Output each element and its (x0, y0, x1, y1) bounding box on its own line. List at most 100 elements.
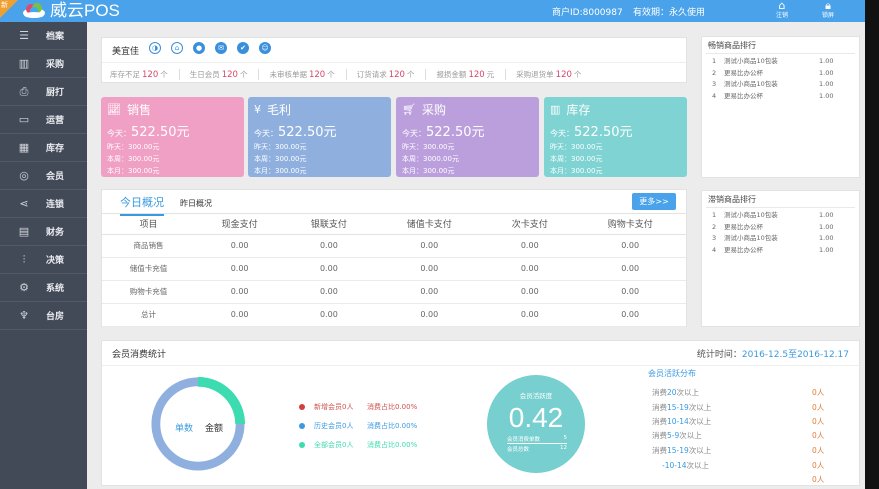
more-button[interactable]: 更多>> (632, 193, 676, 210)
sidebar-item-chain[interactable]: ⋖ 连锁 (0, 190, 87, 218)
yesterday-value: 昨天：300.00元 (254, 143, 307, 151)
list-item[interactable]: 2 更易比办公杯 1.00 (712, 222, 849, 234)
activity-row-value: 12 (560, 445, 567, 451)
sidebar-item-archive[interactable]: ☰ 档案 (0, 22, 87, 50)
logout-icon: ⌂ (778, 0, 786, 12)
new-ribbon: 新 (0, 0, 18, 18)
stat-birthday-members[interactable]: 生日会员 120 个 (190, 69, 260, 80)
sidebar-item-purchase[interactable]: ▥ 采购 (0, 50, 87, 78)
mail-icon[interactable]: ✉ (215, 42, 227, 54)
rank: 3 (712, 234, 717, 242)
dist-range: 15-19 (667, 446, 689, 455)
coins-icon: ¥ (254, 102, 261, 116)
dist-value: 0人 (812, 403, 825, 412)
donut-label-amount[interactable]: 金额 (205, 424, 224, 434)
logout-button[interactable]: ⌂ 注销 (770, 0, 794, 22)
product-name: 更易比办公杯 (724, 222, 763, 231)
divider (706, 207, 855, 208)
card-title: 采购 (421, 102, 446, 117)
alipay-icon[interactable]: ☺ (259, 42, 271, 54)
new-ribbon-label: 新 (1, 1, 8, 9)
rank: 1 (712, 211, 717, 219)
check-icon[interactable]: ✔ (237, 42, 249, 54)
card-title: 毛利 (267, 102, 292, 117)
product-name: 测试小商品10包装 (724, 211, 778, 219)
member-donut-chart (151, 376, 246, 471)
legend-item-new: 新增会员0人 消费占比0.00% (299, 397, 417, 416)
tab-today[interactable]: 今日概况 (120, 194, 164, 216)
dist-suffix: 次以上 (688, 403, 712, 412)
stat-order-requests[interactable]: 订货请求 120 个 (357, 69, 427, 80)
pie-icon[interactable]: ◑ (149, 42, 161, 54)
sidebar-item-operations[interactable]: ▭ 运营 (0, 106, 87, 134)
logout-label: 注销 (775, 12, 788, 19)
inventory-icon: ▦ (18, 141, 30, 154)
brand-title: 威云POS (50, 1, 120, 20)
tab-yesterday[interactable]: 昨日概况 (180, 199, 212, 208)
product-value: 1.00 (819, 245, 834, 254)
sidebar-item-decisions[interactable]: ⫶ 决策 (0, 246, 87, 274)
inventory-card[interactable]: ▥ 库存 今天：522.50元 昨天：300.00元 本周：300.00元 本月：… (544, 97, 687, 177)
sidebar-item-label: 财务 (46, 228, 65, 238)
product-value: 1.00 (819, 57, 834, 65)
shop-icon[interactable]: ⌂ (171, 42, 183, 54)
sidebar-item-system[interactable]: ⚙ 系统 (0, 274, 87, 302)
cell: 0.00 (284, 280, 374, 304)
cell: 0.00 (194, 303, 285, 327)
cell: 0.00 (574, 303, 686, 327)
panel-title: 会员消费统计 (112, 350, 167, 360)
activity-row-value: 5 (563, 435, 568, 441)
divider (102, 365, 859, 366)
card-title: 销售 (126, 102, 151, 117)
list-item[interactable]: 4 更易比办公杯 1.00 (712, 245, 849, 257)
list-item[interactable]: 3 测试小商品10包装 1.00 (712, 233, 849, 245)
product-name: 更易比办公杯 (724, 245, 763, 254)
sidebar-item-finance[interactable]: ▤ 财务 (0, 218, 87, 246)
product-value: 1.00 (819, 68, 834, 77)
sidebar-item-tables[interactable]: ♆ 台房 (0, 302, 87, 330)
main-content: 美宜佳 ◑ ⌂ ● ✉ ✔ ☺ 库存不足 120 个 生日会员 120 个 未审核单据 1… (87, 22, 865, 489)
product-value: 1.00 (819, 234, 834, 242)
distribution-item: 消费5-9次以上 0人 (652, 430, 832, 441)
sidebar-item-members[interactable]: ◎ 会员 (0, 162, 87, 190)
sidebar-item-inventory[interactable]: ▦ 库存 (0, 134, 87, 162)
dist-value: 0人 (812, 461, 825, 470)
stat-purchase-returns[interactable]: 采购退货单 120 个 (516, 69, 592, 80)
stat-label: 报损金额 (436, 70, 467, 79)
stat-loss-amount[interactable]: 报损金额 120 元 (436, 69, 507, 80)
dist-suffix: 次以上 (686, 461, 710, 470)
dist-suffix: 次以上 (679, 431, 702, 440)
product-name: 更易比办公杯 (724, 91, 763, 100)
slow-sellers-panel: 滞销商品排行 1 测试小商品10包装 1.00 2 更易比办公杯 1.00 3 测试小商品… (701, 190, 860, 327)
list-item[interactable]: 4 更易比办公杯 1.00 (712, 91, 849, 103)
sidebar-item-label: 会员 (46, 172, 65, 182)
activity-row-label: 会员消费单数 (507, 437, 541, 443)
today-label: 今天： (107, 129, 131, 138)
sidebar-item-kitchen-print[interactable]: ⎙ 厨打 (0, 78, 87, 106)
social-icons: ◑ ⌂ ● ✉ ✔ ☺ (149, 42, 271, 54)
legend-ratio: 消费占比0.00% (367, 421, 418, 430)
panel-title: 滞销商品排行 (708, 195, 756, 204)
sales-card[interactable]: 📈︎ 销售 今天：522.50元 昨天：300.00元 本周：300.00元 本月… (101, 97, 244, 177)
lock-screen-button[interactable]: 🔒︎ 锁屏 (816, 0, 840, 22)
list-item[interactable]: 2 更易比办公杯 1.00 (712, 68, 849, 80)
stat-unreviewed-docs[interactable]: 未审核单据 120 个 (269, 69, 347, 80)
purchase-card[interactable]: 🛒︎ 采购 今天：522.50元 昨天：300.00元 本周：3000.00元 本… (396, 97, 539, 177)
cart-icon: 🛒︎ (402, 102, 416, 116)
stat-low-stock[interactable]: 库存不足 120 个 (110, 69, 180, 80)
distribution-item: 0人 (652, 474, 832, 485)
activity-value: 0.42 (508, 402, 564, 433)
list-item[interactable]: 1 测试小商品10包装 1.00 (712, 210, 849, 222)
list-item[interactable]: 3 测试小商品10包装 1.00 (712, 79, 849, 91)
user-icon: ◎ (19, 169, 29, 182)
profit-card[interactable]: ¥ 毛利 今天：522.50元 昨天：300.00元 本周：300.00元 本月：… (248, 97, 391, 177)
list-item[interactable]: 1 测试小商品10包装 1.00 (712, 56, 849, 68)
week-value: 本周：300.00元 (254, 155, 307, 163)
stats-time: 统计时间：2016-12.5至2016-12.17 (697, 347, 849, 360)
chat-icon[interactable]: ● (193, 42, 205, 54)
stat-value: 120 (468, 70, 485, 80)
dist-prefix: 消费 (652, 446, 667, 455)
donut-label-count[interactable]: 单数 (175, 424, 194, 434)
product-name: 测试小商品10包装 (724, 57, 778, 65)
cell: 0.00 (194, 234, 285, 258)
